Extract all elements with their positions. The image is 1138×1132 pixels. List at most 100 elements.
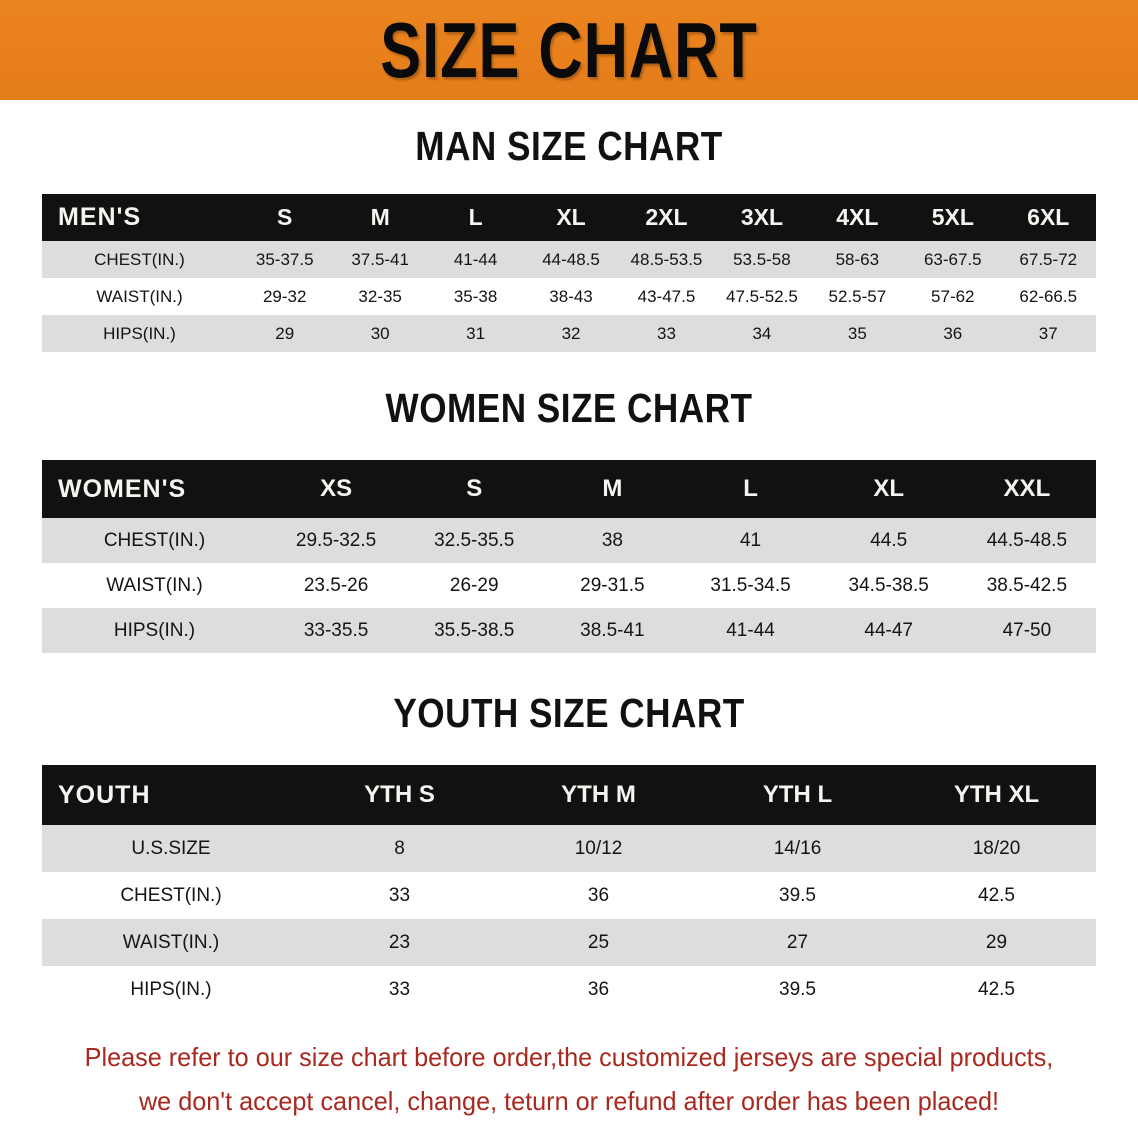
row-label-u-s-size: U.S.SIZE [131, 837, 211, 859]
table-cell: 38.5-42.5 [986, 574, 1068, 596]
table-cell: 62-66.5 [1019, 286, 1078, 306]
column-header-l: L [468, 204, 483, 230]
table-row: HIPS(IN.) 33 36 39.5 42.5 [42, 966, 1096, 1013]
table-cell: 42.5 [978, 884, 1015, 906]
table-cell: 41-44 [726, 619, 775, 641]
table-cell: 36 [943, 323, 963, 343]
table-row: CHEST(IN.) 29.5-32.5 32.5-35.5 38 41 44.5 44.5… [42, 518, 1096, 563]
man-size-table: MEN'S S M L XL 2XL 3XL 4XL 5XL 6XL CHEST(IN.) 35-37… [42, 194, 1096, 352]
table-header-row: MEN'S S M L XL 2XL 3XL 4XL 5XL 6XL [42, 194, 1096, 241]
column-header-6xl: 6XL [1027, 204, 1070, 230]
row-label-waist-in: WAIST(IN.) [96, 286, 183, 306]
women-section-title: WOMEN SIZE CHART [385, 385, 753, 431]
table-cell: 36 [587, 978, 610, 1000]
table-cell: 39.5 [779, 978, 816, 1000]
table-cell: 44.5 [870, 529, 908, 551]
table-cell: 52.5-57 [828, 286, 887, 306]
column-header-4xl: 4XL [836, 204, 879, 230]
table-cell: 44-47 [864, 619, 913, 641]
table-cell: 14/16 [773, 837, 822, 859]
table-cell: 33 [388, 884, 411, 906]
table-cell: 53.5-58 [733, 249, 791, 269]
table-cell: 33-35.5 [303, 619, 369, 641]
table-cell: 47.5-52.5 [725, 286, 798, 306]
table-cell: 48.5-53.5 [630, 249, 703, 269]
table-cell: 29-32 [262, 286, 307, 306]
table-cell: 37 [1038, 323, 1058, 343]
column-header-5xl: 5XL [931, 204, 974, 230]
table-cell: 42.5 [978, 978, 1015, 1000]
man-size-chart-section: MAN SIZE CHART MEN'S S M L XL 2XL 3XL 4XL 5XL 6XL… [0, 124, 1138, 352]
row-label-chest-in: CHEST(IN.) [94, 249, 185, 269]
table-cell: 41-44 [453, 249, 498, 269]
disclaimer-line-2: we don't accept cancel, change, teturn o… [138, 1086, 1000, 1117]
table-header-row: WOMEN'S XS S M L XL XXL [42, 460, 1096, 518]
row-label-waist-in: WAIST(IN.) [122, 931, 220, 953]
table-cell: 44.5-48.5 [986, 529, 1068, 551]
table-cell: 33 [657, 323, 676, 343]
table-corner-label: MEN'S [58, 203, 142, 231]
table-cell: 38.5-41 [580, 619, 645, 641]
row-label-chest-in: CHEST(IN.) [120, 884, 222, 906]
column-header-s: S [466, 475, 483, 502]
disclaimer-line-1: Please refer to our size chart before or… [84, 1042, 1054, 1072]
table-cell: 29 [275, 323, 295, 343]
table-cell: 34.5-38.5 [848, 574, 929, 596]
table-cell: 47-50 [1002, 619, 1052, 641]
table-cell: 43-47.5 [637, 286, 696, 306]
table-cell: 30 [370, 323, 390, 343]
column-header-xl: XL [873, 475, 905, 502]
table-cell: 10/12 [574, 837, 623, 859]
table-cell: 35-37.5 [255, 249, 314, 269]
table-cell: 37.5-41 [351, 249, 409, 269]
youth-size-table: YOUTH YTH S YTH M YTH L YTH XL U.S.SIZE 8 10/12… [42, 765, 1096, 1013]
row-label-chest-in: CHEST(IN.) [103, 529, 206, 551]
table-cell: 57-62 [931, 286, 975, 306]
table-cell: 39.5 [779, 884, 816, 906]
youth-section-title: YOUTH SIZE CHART [393, 690, 745, 736]
table-cell: 32-35 [358, 286, 402, 306]
table-row: HIPS(IN.) 33-35.5 35.5-38.5 38.5-41 41-44 44-… [42, 608, 1096, 653]
table-cell: 8 [394, 837, 405, 859]
table-cell: 23.5-26 [303, 574, 369, 596]
table-row: U.S.SIZE 8 10/12 14/16 18/20 [42, 825, 1096, 872]
table-cell: 41 [739, 529, 762, 551]
table-cell: 25 [587, 931, 610, 953]
table-row: WAIST(IN.) 29-32 32-35 35-38 38-43 43-47.5 47.… [42, 278, 1096, 315]
table-cell: 29-31.5 [580, 574, 645, 596]
table-cell: 36 [587, 884, 610, 906]
table-corner-label: WOMEN'S [58, 474, 187, 503]
table-cell: 29.5-32.5 [295, 529, 377, 551]
table-cell: 34 [752, 323, 772, 343]
table-cell: 44-48.5 [542, 249, 600, 269]
youth-size-chart-section: YOUTH SIZE CHART YOUTH YTH S YTH M YTH L YTH… [0, 690, 1138, 1013]
row-label-hips-in: HIPS(IN.) [130, 978, 212, 1000]
table-corner-label: YOUTH [58, 780, 151, 809]
table-row: HIPS(IN.) 29 30 31 32 33 34 35 36 37 [42, 315, 1096, 352]
table-row: WAIST(IN.) 23.5-26 26-29 29-31.5 31.5-34.5 34… [42, 563, 1096, 608]
column-header-yth-xl: YTH XL [953, 781, 1040, 808]
table-cell: 33 [388, 978, 411, 1000]
order-policy-disclaimer: Please refer to our size chart before or… [50, 1035, 1088, 1123]
table-cell: 29 [985, 931, 1008, 953]
table-cell: 38-43 [549, 286, 593, 306]
banner-title: SIZE CHART [380, 6, 758, 94]
table-cell: 35 [847, 323, 867, 343]
column-header-xxl: XXL [1003, 475, 1051, 502]
column-header-yth-s: YTH S [364, 781, 435, 808]
column-header-3xl: 3XL [740, 204, 783, 230]
table-cell: 26-29 [449, 574, 499, 596]
table-cell: 35-38 [453, 286, 498, 306]
table-cell: 31 [466, 323, 486, 343]
table-cell: 32 [561, 323, 581, 343]
table-cell: 27 [786, 931, 809, 953]
table-cell: 58-63 [835, 249, 880, 269]
women-size-table: WOMEN'S XS S M L XL XXL CHEST(IN.) 29.5-32.5 32.5… [42, 460, 1096, 653]
table-cell: 63-67.5 [923, 249, 982, 269]
column-header-2xl: 2XL [645, 204, 688, 230]
table-cell: 18/20 [972, 837, 1021, 859]
table-cell: 38 [601, 529, 623, 551]
column-header-m: M [602, 475, 623, 502]
size-chart-banner: SIZE CHART [0, 0, 1138, 100]
column-header-xs: XS [320, 475, 353, 502]
